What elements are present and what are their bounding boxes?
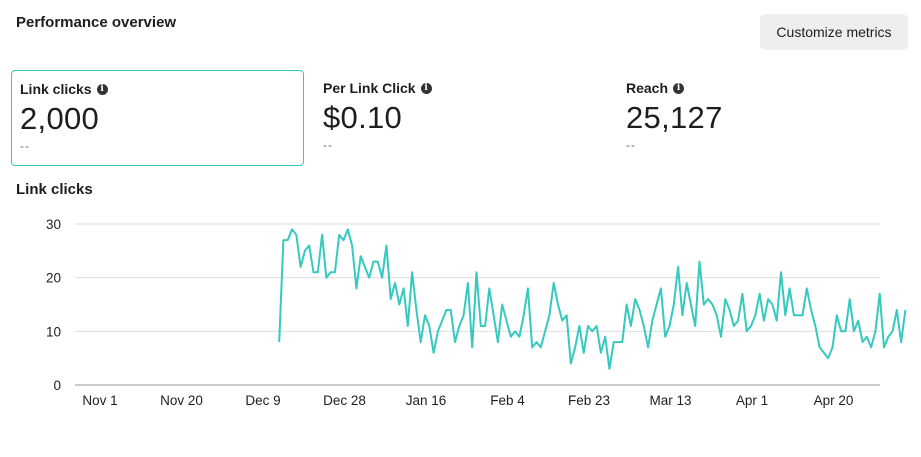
x-tick-label: Apr 20 xyxy=(814,393,854,408)
x-tick-label: Nov 20 xyxy=(160,393,203,408)
y-tick-label: 0 xyxy=(53,378,61,393)
y-tick-label: 10 xyxy=(46,324,61,339)
x-tick-label: Apr 1 xyxy=(736,393,768,408)
info-icon[interactable]: i xyxy=(96,83,108,95)
metric-card-per-link-click[interactable]: Per Link Click i $0.10 -- xyxy=(315,70,608,166)
info-icon[interactable]: i xyxy=(673,82,685,94)
customize-metrics-button[interactable]: Customize metrics xyxy=(760,14,908,50)
info-icon[interactable]: i xyxy=(420,82,432,94)
metric-label: Per Link Click xyxy=(323,80,416,96)
x-tick-label: Jan 16 xyxy=(406,393,447,408)
x-tick-label: Nov 1 xyxy=(82,393,117,408)
metric-value: 2,000 xyxy=(20,101,100,136)
metric-value: 25,127 xyxy=(626,100,723,135)
link-clicks-line-chart: 0 10 20 30 Nov 1 Nov 20 Dec 9 Dec 28 Jan 16 Feb 4… xyxy=(46,217,907,408)
metric-delta: -- xyxy=(323,138,333,152)
series-line xyxy=(278,228,907,370)
metric-card-link-clicks[interactable]: Link clicks i 2,000 -- xyxy=(11,70,304,166)
x-tick-label: Dec 28 xyxy=(323,393,366,408)
x-tick-label: Mar 13 xyxy=(649,393,691,408)
metric-delta: -- xyxy=(626,138,636,152)
y-tick-label: 30 xyxy=(46,217,61,232)
x-tick-label: Dec 9 xyxy=(245,393,280,408)
metric-value: $0.10 xyxy=(323,100,403,135)
page-title: Performance overview xyxy=(16,14,177,31)
x-tick-label: Feb 23 xyxy=(568,393,610,408)
x-tick-label: Feb 4 xyxy=(490,393,525,408)
metric-delta: -- xyxy=(20,139,30,153)
metric-label: Link clicks xyxy=(20,81,92,97)
metric-label: Reach xyxy=(626,80,669,96)
y-tick-label: 20 xyxy=(46,271,61,286)
chart-title: Link clicks xyxy=(16,181,93,198)
metric-card-reach[interactable]: Reach i 25,127 -- xyxy=(618,70,911,166)
